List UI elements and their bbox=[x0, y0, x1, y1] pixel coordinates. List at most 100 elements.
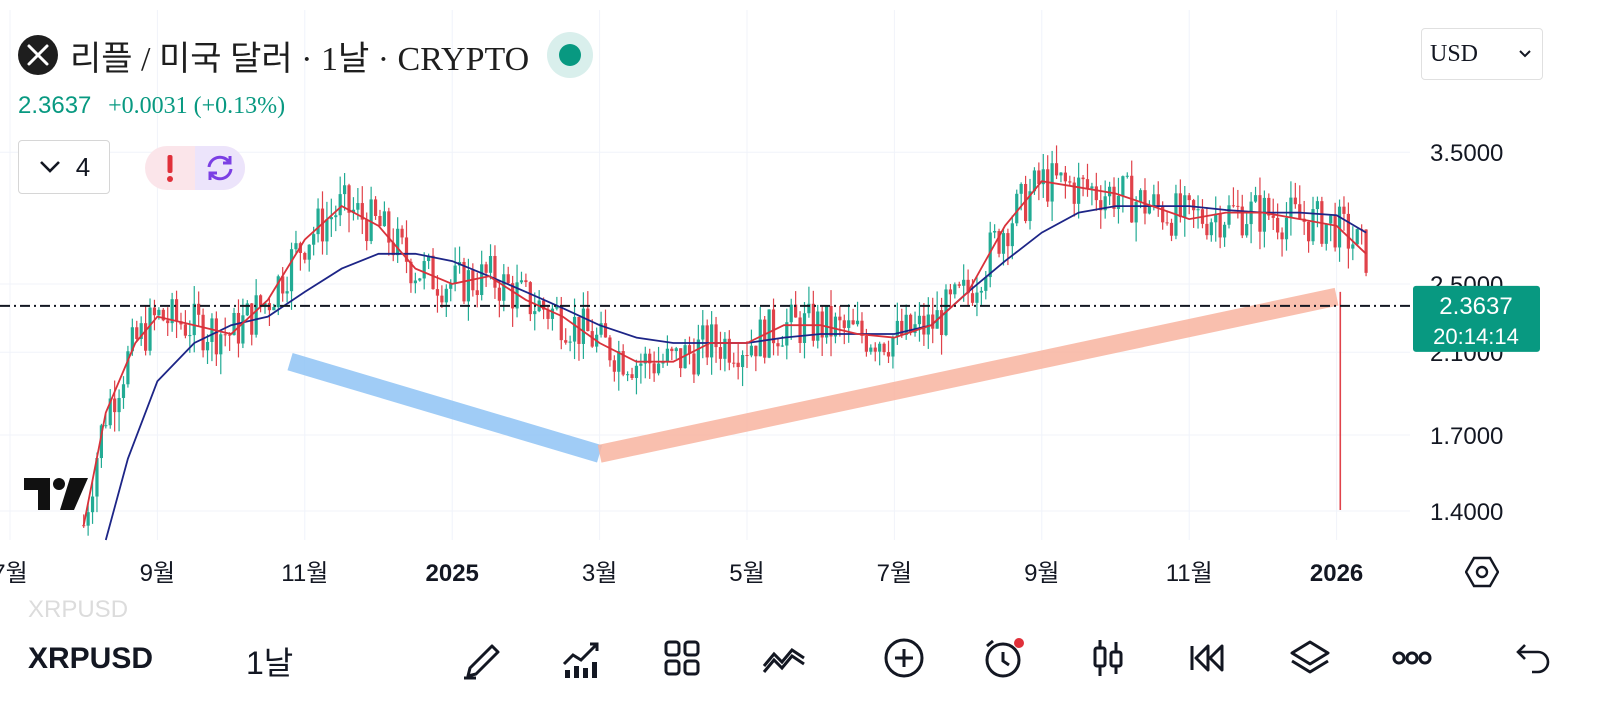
candle bbox=[1360, 224, 1364, 245]
ghost-symbol-watermark: XRPUSD bbox=[28, 596, 129, 623]
more-button[interactable] bbox=[1388, 634, 1436, 682]
candle bbox=[210, 313, 214, 362]
candle bbox=[1090, 182, 1094, 206]
candle bbox=[891, 335, 895, 369]
candle bbox=[979, 286, 983, 305]
candle bbox=[785, 308, 789, 360]
candle bbox=[1329, 215, 1333, 242]
candle bbox=[692, 338, 696, 383]
candle bbox=[988, 221, 992, 288]
candle bbox=[957, 281, 961, 289]
candle bbox=[993, 224, 997, 239]
time-axis-label: 7월 bbox=[877, 560, 912, 587]
market-status-indicator[interactable] bbox=[547, 32, 594, 78]
compare-icon bbox=[762, 648, 805, 673]
symbol-button[interactable]: XRPUSD bbox=[28, 642, 154, 675]
candle bbox=[121, 376, 126, 409]
candle bbox=[997, 228, 1001, 258]
candle bbox=[581, 292, 585, 359]
candle bbox=[1355, 228, 1359, 246]
candle bbox=[1054, 145, 1059, 180]
candle bbox=[197, 291, 201, 326]
compare-button[interactable] bbox=[760, 634, 808, 682]
candle bbox=[387, 207, 391, 256]
sync-icon[interactable] bbox=[195, 146, 245, 190]
candle bbox=[307, 244, 311, 272]
candle bbox=[1108, 181, 1112, 206]
time-axis-label: 2026 bbox=[1310, 560, 1363, 587]
candle bbox=[1147, 200, 1152, 215]
alert-clock-icon bbox=[985, 638, 1024, 678]
replay-button[interactable] bbox=[1184, 634, 1232, 682]
symbol-title[interactable]: 리플 / 미국 달러 · 1날 · CRYPTO bbox=[70, 40, 530, 78]
indicators-button[interactable] bbox=[557, 634, 605, 682]
candle bbox=[1068, 175, 1072, 186]
alerts-button[interactable] bbox=[980, 634, 1028, 682]
candle bbox=[170, 292, 174, 332]
chart-type-button[interactable] bbox=[1084, 634, 1132, 682]
candle bbox=[718, 331, 723, 371]
candle bbox=[820, 305, 824, 356]
time-axis-label: 11월 bbox=[1166, 560, 1213, 587]
candle bbox=[1209, 218, 1213, 242]
more-icon bbox=[1392, 651, 1432, 665]
candle bbox=[621, 344, 625, 377]
interval-button[interactable]: 1날 bbox=[246, 645, 294, 681]
candle bbox=[1041, 153, 1045, 198]
candle bbox=[802, 301, 807, 359]
candle bbox=[740, 350, 745, 387]
candle bbox=[113, 380, 117, 432]
candle bbox=[1130, 160, 1134, 223]
time-axis-label: 3월 bbox=[582, 560, 617, 587]
candle bbox=[1298, 185, 1302, 220]
candle bbox=[285, 276, 289, 303]
undo-button[interactable] bbox=[1508, 634, 1556, 682]
candle bbox=[431, 248, 435, 290]
candle bbox=[329, 198, 333, 237]
candle bbox=[922, 303, 926, 346]
layers-button[interactable] bbox=[1286, 634, 1334, 682]
candle bbox=[382, 201, 386, 227]
candle bbox=[1253, 186, 1258, 203]
candle bbox=[1116, 177, 1121, 224]
candle bbox=[334, 205, 338, 232]
candle bbox=[851, 308, 855, 326]
candle bbox=[878, 341, 882, 366]
candle bbox=[816, 304, 820, 349]
candle bbox=[1112, 177, 1116, 218]
candle bbox=[351, 197, 356, 221]
candle bbox=[1205, 207, 1209, 240]
layout-button[interactable] bbox=[658, 634, 706, 682]
fast-moving-average-line bbox=[82, 180, 1367, 526]
bottom-toolbar: XRPUSD XRPUSD 1날 bbox=[0, 596, 1600, 707]
candle bbox=[745, 341, 749, 369]
candle bbox=[674, 346, 678, 359]
candle bbox=[696, 324, 700, 377]
candle bbox=[935, 291, 939, 329]
data-problem-badge[interactable] bbox=[145, 146, 245, 190]
candle bbox=[1320, 196, 1324, 247]
trendline-drawings bbox=[287, 287, 1339, 463]
drawing-tools-button[interactable] bbox=[458, 634, 506, 682]
tradingview-logo-icon bbox=[24, 476, 90, 517]
candle bbox=[572, 298, 577, 360]
add-button[interactable] bbox=[880, 634, 928, 682]
candle bbox=[1231, 187, 1236, 208]
candle bbox=[807, 286, 811, 318]
trendline-band bbox=[597, 287, 1339, 463]
candle bbox=[347, 183, 351, 233]
candle bbox=[895, 302, 899, 345]
candle bbox=[515, 264, 519, 318]
chart-settings-hexagon-icon[interactable] bbox=[1462, 552, 1502, 592]
candle bbox=[250, 303, 254, 346]
last-price-line: 2.3637 20:14:14 bbox=[0, 285, 1540, 352]
indicators-toggle-button[interactable]: 4 bbox=[18, 140, 110, 194]
exclamation-icon[interactable] bbox=[145, 146, 195, 190]
candle bbox=[984, 271, 988, 300]
candle bbox=[519, 271, 524, 285]
currency-value: USD bbox=[1430, 40, 1479, 67]
currency-select[interactable]: USD bbox=[1421, 28, 1543, 80]
price-axis-label: 1.4000 bbox=[1430, 499, 1503, 526]
market-open-dot-icon bbox=[559, 44, 582, 66]
